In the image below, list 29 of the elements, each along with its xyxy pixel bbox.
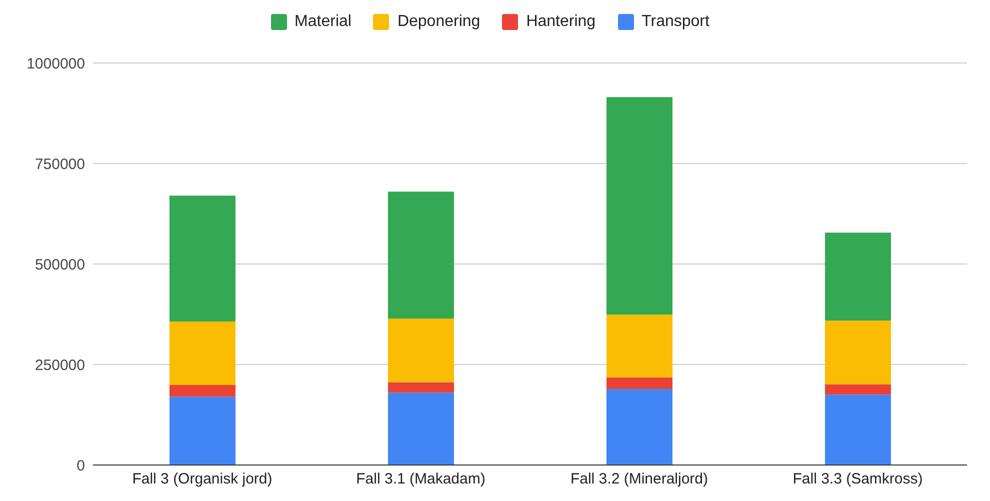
bar xyxy=(169,396,236,465)
bar xyxy=(169,196,236,322)
bar xyxy=(388,318,454,382)
legend-label: Deponering xyxy=(396,13,480,31)
bar xyxy=(606,314,672,378)
bar xyxy=(388,392,454,465)
x-tick-label: Fall 3 (Organisk jord) xyxy=(132,470,272,488)
bar xyxy=(606,97,672,315)
bar xyxy=(606,389,672,465)
bar xyxy=(388,192,454,319)
x-tick-label: Fall 3.3 (Samkross) xyxy=(792,470,923,488)
bar xyxy=(388,382,454,393)
bar xyxy=(606,377,672,390)
bar xyxy=(169,321,236,385)
bar xyxy=(824,384,891,395)
y-tick-label: 500000 xyxy=(34,256,85,274)
x-tick-label: Fall 3.2 (Mineraljord) xyxy=(570,470,708,488)
bar xyxy=(824,394,891,465)
x-tick-label: Fall 3.1 (Makadam) xyxy=(356,470,486,488)
bar xyxy=(824,320,891,384)
legend-label: Material xyxy=(294,13,352,31)
bar xyxy=(824,232,891,321)
legend-label: Hantering xyxy=(525,13,596,31)
y-tick-label: 750000 xyxy=(34,156,85,173)
bar xyxy=(169,385,236,397)
y-tick-label: 250000 xyxy=(34,356,85,374)
legend-label: Transport xyxy=(640,13,710,31)
y-tick-label: 0 xyxy=(76,457,85,474)
y-tick-label: 1000000 xyxy=(26,55,85,72)
